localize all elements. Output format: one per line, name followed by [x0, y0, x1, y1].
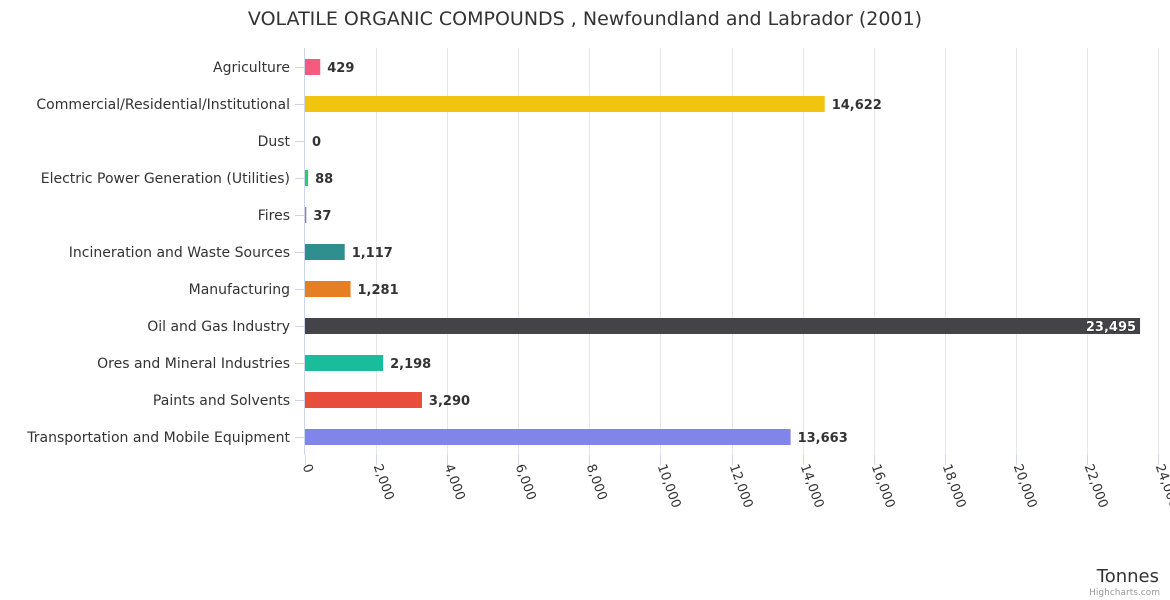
category-label: Oil and Gas Industry	[147, 319, 290, 335]
data-label: 3,290	[429, 394, 470, 409]
data-label: 2,198	[390, 357, 431, 372]
data-label: 1,117	[352, 246, 393, 261]
data-label: 0	[312, 135, 321, 150]
data-label: 1,281	[358, 283, 399, 298]
value-axis-title: Tonnes	[1096, 566, 1159, 587]
bar	[305, 318, 1141, 334]
data-label: 23,495	[1086, 320, 1136, 335]
grid-lines	[376, 48, 1159, 455]
data-label: 88	[315, 172, 333, 187]
category-label: Agriculture	[213, 60, 290, 76]
category-label: Manufacturing	[189, 282, 290, 298]
category-label: Dust	[258, 134, 291, 150]
category-label: Commercial/Residential/Institutional	[36, 97, 290, 113]
data-label: 13,663	[798, 431, 848, 446]
data-label: 37	[313, 209, 331, 224]
bar	[305, 170, 309, 186]
category-label: Incineration and Waste Sources	[69, 245, 290, 261]
category-label: Ores and Mineral Industries	[97, 356, 290, 372]
category-label: Fires	[258, 208, 290, 224]
category-label: Transportation and Mobile Equipment	[26, 430, 290, 446]
bar	[305, 392, 422, 408]
bar	[305, 429, 791, 445]
credits-link[interactable]: Highcharts.com	[1089, 588, 1160, 598]
bar	[305, 281, 351, 297]
category-label: Electric Power Generation (Utilities)	[41, 171, 290, 187]
category-axis: Agriculture Commercial/Residential/Instit…	[26, 48, 305, 455]
bar	[305, 207, 307, 223]
bar	[305, 355, 384, 371]
bars	[305, 59, 1141, 445]
bar	[305, 244, 345, 260]
data-label: 14,622	[832, 98, 882, 113]
data-label: 429	[327, 61, 354, 76]
category-label: Paints and Solvents	[153, 393, 290, 409]
bar	[305, 96, 825, 112]
bar	[305, 59, 321, 75]
chart-title: VOLATILE ORGANIC COMPOUNDS , Newfoundlan…	[248, 8, 922, 30]
data-labels: 429 14,622 0 88 37 1,117 1,281 23,495 2,198 3,290…	[312, 61, 1136, 446]
